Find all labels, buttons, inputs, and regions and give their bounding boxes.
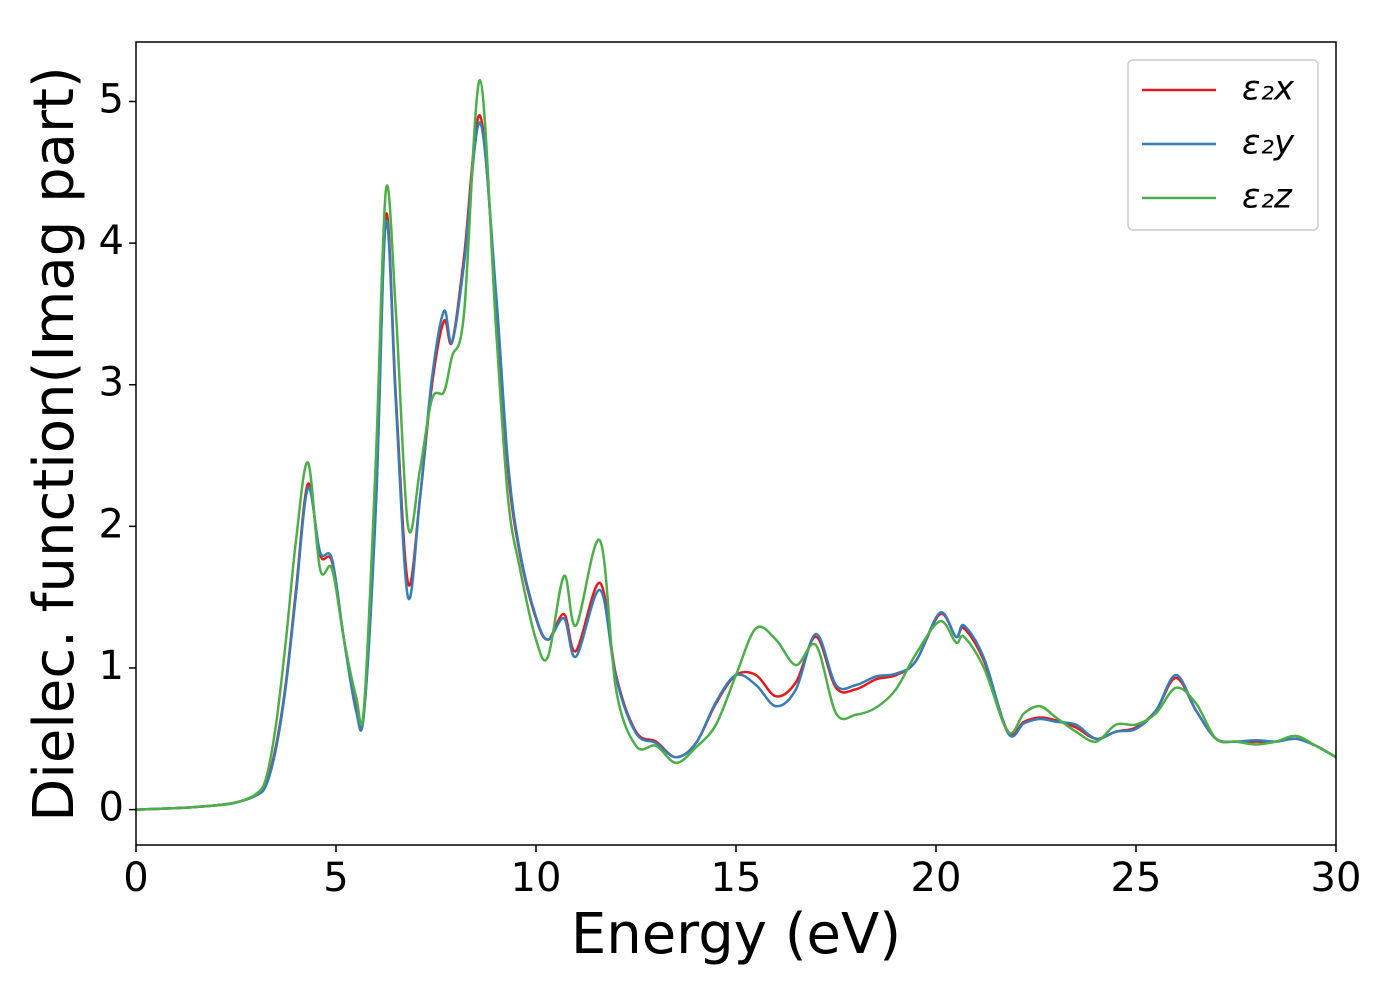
x-tick-label: 10 (511, 855, 562, 901)
legend-label: ε₂x (1242, 69, 1295, 109)
plot-frame (135, 41, 1337, 846)
legend-box (1127, 59, 1319, 231)
y-tick-label: 0 (99, 785, 124, 831)
x-tick-label: 30 (1311, 855, 1362, 901)
x-tick-label: 0 (123, 855, 148, 901)
y-tick-label: 1 (99, 643, 124, 689)
x-axis-label: Energy (eV) (571, 902, 901, 967)
x-tick-label: 15 (711, 855, 762, 901)
line-series (135, 78, 1337, 811)
x-tick-label: 20 (911, 855, 962, 901)
legend-label: ε₂y (1242, 123, 1295, 163)
legend-label: ε₂z (1242, 177, 1293, 217)
x-tick-label: 25 (1111, 855, 1162, 901)
y-axis-label: Dielec. function(Imag part) (22, 66, 87, 822)
y-tick-label: 2 (99, 501, 124, 547)
y-tick-label: 3 (99, 360, 124, 406)
x-tick-label: 5 (323, 855, 348, 901)
y-tick-label: 4 (99, 218, 124, 264)
y-tick-label: 5 (99, 76, 124, 122)
